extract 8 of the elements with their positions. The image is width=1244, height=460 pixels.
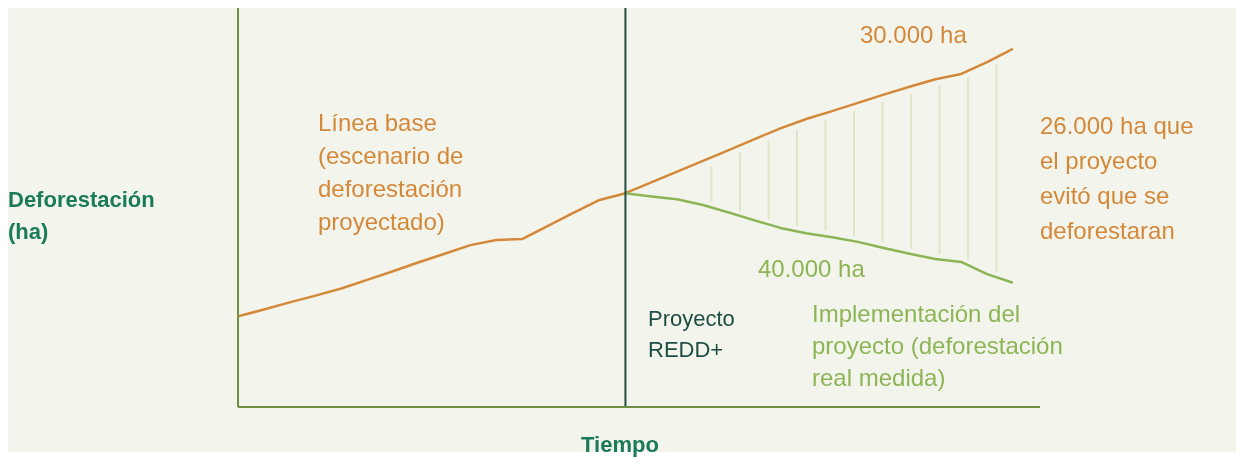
- annotation: 40.000 ha: [758, 254, 865, 284]
- text: Proyecto REDD+: [648, 306, 735, 362]
- text: 30.000 ha: [860, 20, 967, 50]
- y-axis-title: Deforestación (ha): [8, 186, 155, 246]
- text: Implementación del proyecto (deforestación real medida): [812, 299, 1063, 393]
- x-axis-title: Tiempo: [580, 431, 660, 459]
- series-label: Línea base (escenario de deforestación proyectado): [318, 108, 464, 237]
- annotation: 26.000 ha que el proyecto evitó que se deforestaran: [1040, 111, 1194, 246]
